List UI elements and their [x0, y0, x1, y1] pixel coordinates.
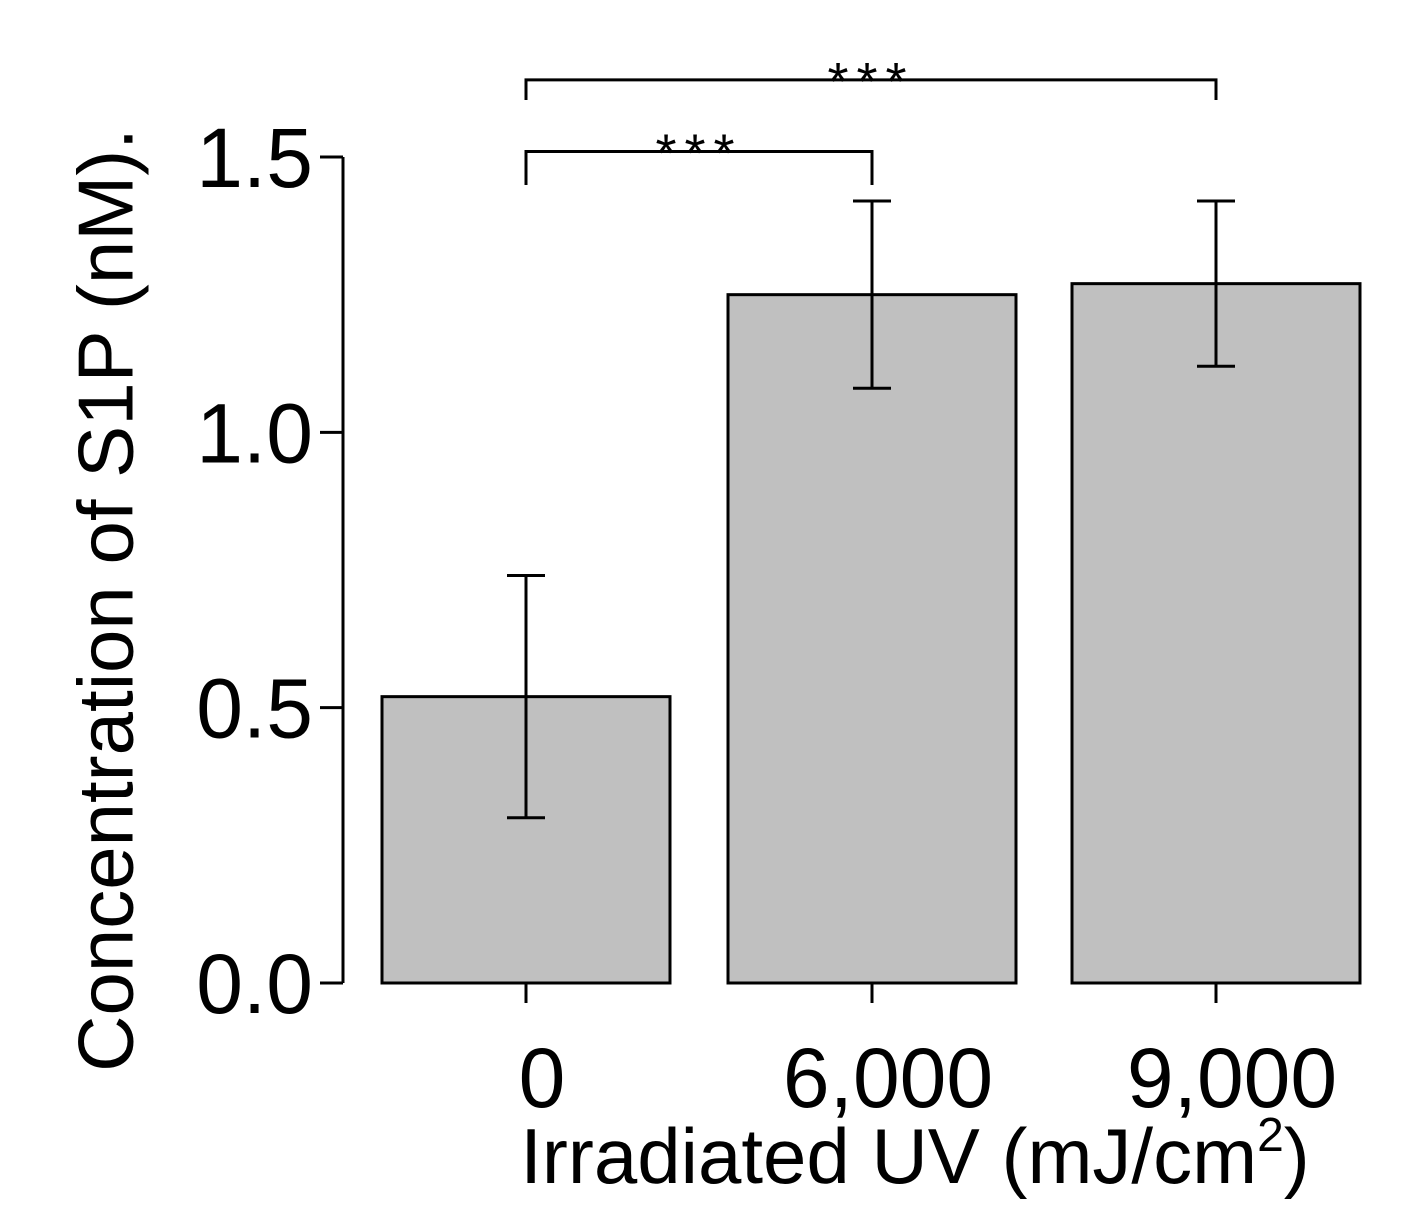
x-tick-label: 9,000	[1127, 1031, 1337, 1125]
error-bar-0	[507, 574, 545, 820]
y-tick-label: 1.5	[196, 111, 313, 205]
x-axis-title: Irradiated UV (mJ/cm2)	[520, 1109, 1310, 1200]
significance-line	[524, 78, 1218, 100]
significance-group: *** ***	[524, 52, 1218, 185]
bar-9,000	[1070, 282, 1362, 985]
error-bars-group	[507, 199, 1235, 820]
x-tick-label: 0	[519, 1031, 566, 1125]
x-axis-title-superscript: 2	[1257, 1109, 1284, 1162]
significance-bracket: ***	[524, 123, 874, 185]
significance-bracket: ***	[524, 52, 1218, 112]
y-tick-label: 1.0	[196, 386, 313, 480]
x-tick-label: 6,000	[783, 1031, 993, 1125]
significance-line	[524, 149, 874, 185]
x-axis-title-main: Irradiated UV (mJ/cm	[520, 1112, 1257, 1200]
error-bar-9,000	[1197, 199, 1235, 368]
bar-6,000	[726, 293, 1018, 985]
significance-label: ***	[827, 52, 914, 112]
y-tick-label: 0.5	[196, 662, 313, 756]
y-tick-label: 0.0	[196, 937, 313, 1031]
error-bar-6,000	[853, 199, 891, 390]
x-axis-title-close: )	[1284, 1112, 1310, 1200]
x-ticks-group: 0 6,000 9,000	[519, 983, 1337, 1125]
significance-label: ***	[655, 123, 742, 183]
y-ticks-group: 0.0 0.5 1.0 1.5	[196, 111, 343, 1031]
y-axis-title: Concentration of S1P (nM).	[62, 128, 150, 1072]
